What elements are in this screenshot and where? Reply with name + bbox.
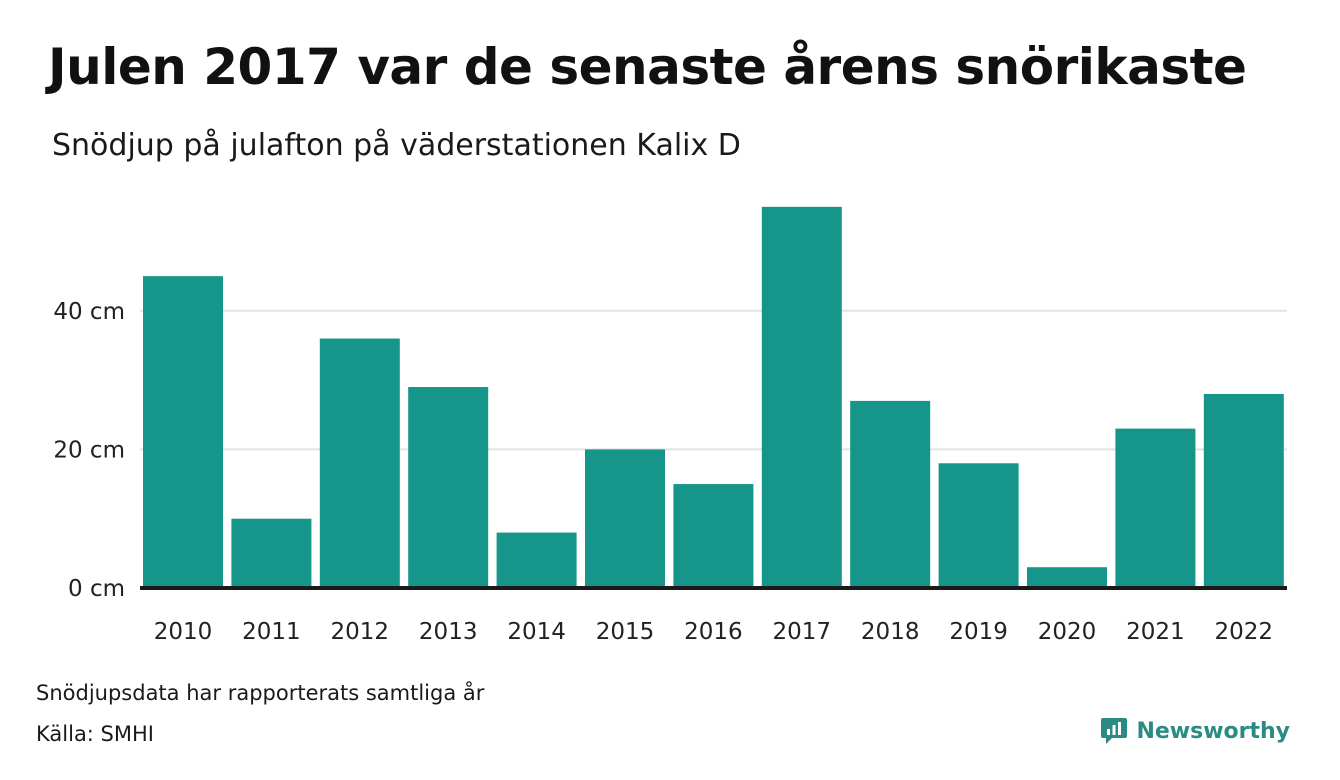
y-tick-label: 0 cm xyxy=(68,576,125,602)
chart-subtitle: Snödjup på julafton på väderstationen Ka… xyxy=(52,128,741,163)
gridlines xyxy=(140,309,1287,451)
x-tick-label: 2011 xyxy=(242,619,301,645)
bar-2016 xyxy=(673,484,754,588)
x-tick-label: 2022 xyxy=(1215,619,1274,645)
x-tick-label: 2017 xyxy=(773,619,832,645)
x-tick-label: 2019 xyxy=(949,619,1008,645)
x-tick-label: 2016 xyxy=(684,619,743,645)
x-tick-label: 2015 xyxy=(596,619,655,645)
bar-2015 xyxy=(585,449,665,588)
x-tick-label: 2014 xyxy=(507,619,566,645)
bar-2019 xyxy=(938,463,1019,588)
bars xyxy=(143,206,1284,588)
bar-2012 xyxy=(319,338,400,588)
x-tick-label: 2010 xyxy=(154,619,213,645)
data-note: Snödjupsdata har rapporterats samtliga å… xyxy=(36,681,485,705)
y-tick-label: 40 cm xyxy=(53,299,125,325)
newsworthy-logo-icon xyxy=(1101,718,1128,744)
axes: 0 cm 20 cm 40 cm 2010 2011 2012 2013 2014 2015 20… xyxy=(53,299,1287,645)
bar-chart: 0 cm 20 cm 40 cm 2010 2011 2012 2013 2014 2015 20… xyxy=(53,206,1287,645)
bar-2020 xyxy=(1027,567,1107,588)
bar-2021 xyxy=(1115,428,1196,588)
chart-title: Julen 2017 var de senaste årens snörikas… xyxy=(48,38,1247,96)
bar-2013 xyxy=(408,387,489,588)
brand-name: Newsworthy xyxy=(1136,718,1290,744)
bar-2014 xyxy=(496,532,577,588)
x-tick-label: 2013 xyxy=(419,619,478,645)
x-tick-label: 2020 xyxy=(1038,619,1097,645)
bar-2010 xyxy=(143,276,223,588)
brand-logo: Newsworthy xyxy=(1100,716,1290,746)
source-note: Källa: SMHI xyxy=(36,722,154,746)
x-tick-label: 2012 xyxy=(331,619,390,645)
x-tick-label: 2018 xyxy=(861,619,920,645)
bar-2018 xyxy=(850,400,931,588)
bar-2017 xyxy=(761,206,842,588)
bar-2022 xyxy=(1203,393,1284,588)
bar-2011 xyxy=(231,518,312,588)
x-tick-label: 2021 xyxy=(1126,619,1185,645)
y-tick-label: 20 cm xyxy=(53,437,125,463)
